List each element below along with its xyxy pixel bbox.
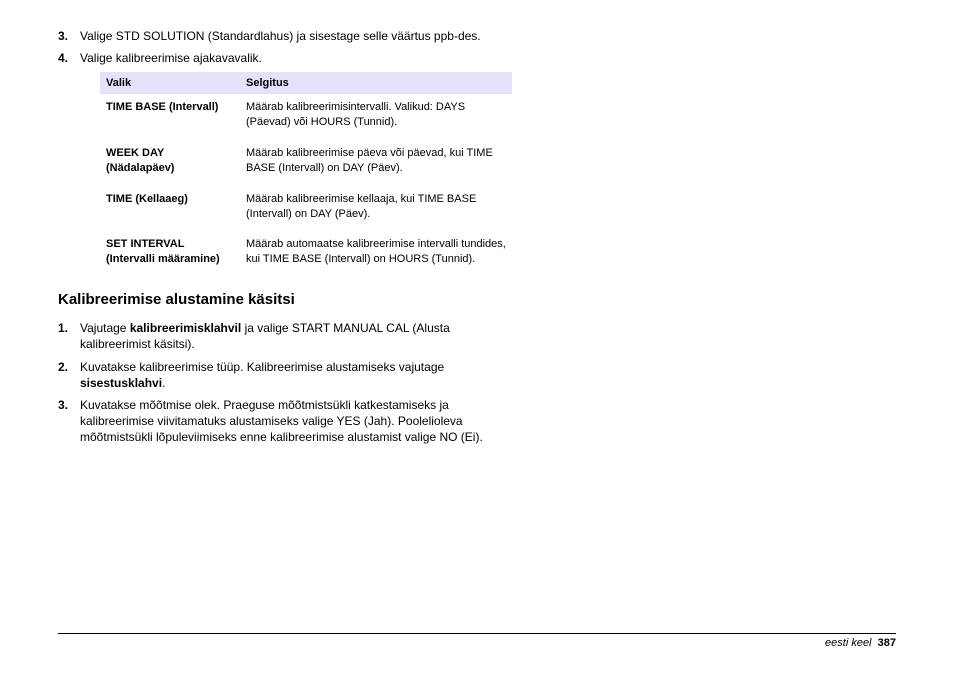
list-text: Valige kalibreerimise ajakavavalik.	[80, 50, 502, 66]
option-desc: Määrab kalibreerimise kellaaja, kui TIME…	[240, 186, 512, 232]
text-bold: sisestusklahvi	[80, 376, 162, 390]
list-item: 2. Kuvatakse kalibreerimise tüüp. Kalibr…	[58, 359, 502, 391]
option-name: WEEK DAY (Nädalapäev)	[100, 140, 240, 186]
page-footer: eesti keel 387	[58, 633, 896, 649]
section-heading: Kalibreerimise alustamine käsitsi	[58, 291, 502, 308]
list-item: 1. Vajutage kalibreerimisklahvil ja vali…	[58, 320, 502, 352]
list-item: 3. Kuvatakse mõõtmise olek. Praeguse mõõ…	[58, 397, 502, 446]
list-number: 4.	[58, 50, 80, 66]
text-pre: Kuvatakse kalibreerimise tüüp. Kalibreer…	[80, 360, 444, 374]
footer-page-number: 387	[878, 637, 896, 649]
list-number: 3.	[58, 28, 80, 44]
text-bold: kalibreerimisklahvil	[130, 321, 241, 335]
table-row: TIME BASE (Intervall) Määrab kalibreerim…	[100, 94, 512, 140]
page-content: 3. Valige STD SOLUTION (Standardlahus) j…	[0, 0, 560, 445]
text-pre: Vajutage	[80, 321, 130, 335]
table-header: Valik	[100, 72, 240, 94]
table-row: WEEK DAY (Nädalapäev) Määrab kalibreerim…	[100, 140, 512, 186]
list-text: Valige STD SOLUTION (Standardlahus) ja s…	[80, 28, 502, 44]
option-name: SET INTERVAL (Intervalli määramine)	[100, 231, 240, 277]
list-number: 2.	[58, 359, 80, 391]
footer-language: eesti keel	[825, 637, 871, 649]
list-number: 3.	[58, 397, 80, 446]
list-item: 4. Valige kalibreerimise ajakavavalik.	[58, 50, 502, 66]
option-desc: Määrab kalibreerimise päeva või päevad, …	[240, 140, 512, 186]
option-desc: Määrab kalibreerimisintervalli. Valikud:…	[240, 94, 512, 140]
list-text: Kuvatakse mõõtmise olek. Praeguse mõõtmi…	[80, 397, 502, 446]
list-item: 3. Valige STD SOLUTION (Standardlahus) j…	[58, 28, 502, 44]
option-name: TIME BASE (Intervall)	[100, 94, 240, 140]
table-row: TIME (Kellaaeg) Määrab kalibreerimise ke…	[100, 186, 512, 232]
list-text: Kuvatakse kalibreerimise tüüp. Kalibreer…	[80, 359, 502, 391]
list-text: Vajutage kalibreerimisklahvil ja valige …	[80, 320, 502, 352]
text-post: .	[162, 376, 165, 390]
list-number: 1.	[58, 320, 80, 352]
table-header-row: Valik Selgitus	[100, 72, 512, 94]
options-table: Valik Selgitus TIME BASE (Intervall) Mää…	[100, 72, 512, 277]
table-row: SET INTERVAL (Intervalli määramine) Määr…	[100, 231, 512, 277]
option-name: TIME (Kellaaeg)	[100, 186, 240, 232]
table-header: Selgitus	[240, 72, 512, 94]
text-pre: Kuvatakse mõõtmise olek. Praeguse mõõtmi…	[80, 398, 483, 444]
option-desc: Määrab automaatse kalibreerimise interva…	[240, 231, 512, 277]
